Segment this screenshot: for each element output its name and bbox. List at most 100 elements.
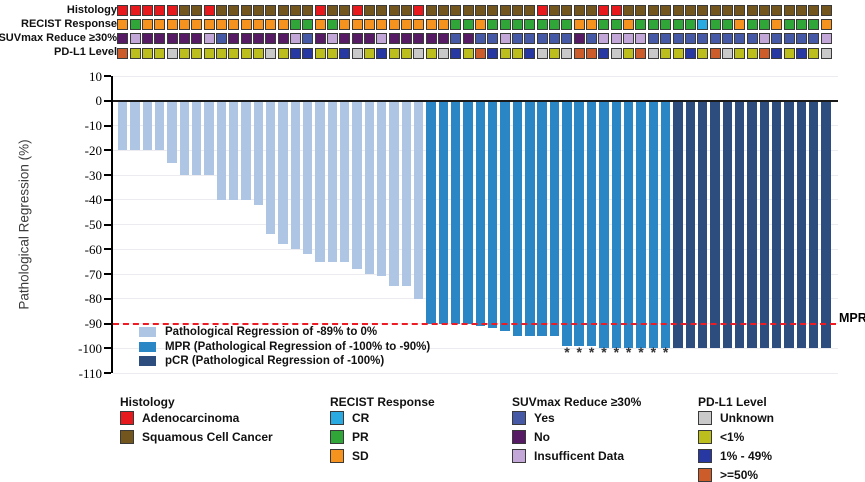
legend-item: SD xyxy=(330,449,369,463)
asterisk-marker: * xyxy=(564,344,570,360)
track-cell-histology xyxy=(795,5,807,16)
legend-item: No xyxy=(512,430,550,444)
track-cell-histology xyxy=(314,5,326,16)
y-axis-tick xyxy=(104,174,111,176)
regression-bar xyxy=(562,100,572,346)
track-cell-suvmax xyxy=(549,33,561,45)
legend-item-label: 1% - 49% xyxy=(720,449,773,463)
track-cell-pdl1 xyxy=(549,47,561,59)
track-cell-recist xyxy=(289,19,301,31)
track-cell-suvmax xyxy=(191,33,203,45)
track-cell-suvmax xyxy=(536,33,548,45)
track-cell-suvmax xyxy=(166,33,178,45)
track-cell-suvmax xyxy=(203,33,215,45)
track-cell-suvmax xyxy=(265,33,277,45)
track-cell-histology xyxy=(191,5,203,16)
track-cell-histology xyxy=(178,5,190,16)
track-cell-pdl1 xyxy=(697,47,709,59)
track-cell-pdl1 xyxy=(475,47,487,59)
track-cell-suvmax xyxy=(623,33,635,45)
legend-item-label: Adenocarcinoma xyxy=(142,411,240,425)
track-cell-recist xyxy=(166,19,178,31)
regression-bar xyxy=(278,100,288,245)
track-cell-histology xyxy=(623,5,635,16)
legend-item: Insufficent Data xyxy=(512,449,624,463)
track-cell-histology xyxy=(141,5,153,16)
track-cell-recist xyxy=(117,19,129,31)
gridline xyxy=(113,174,838,176)
track-cell-recist xyxy=(401,19,413,31)
track-cell-pdl1 xyxy=(499,47,511,59)
y-axis-tick xyxy=(104,297,111,300)
track-cell-recist xyxy=(672,19,684,31)
track-cell-histology xyxy=(487,5,499,16)
track-cell-pdl1 xyxy=(561,47,573,59)
track-cell-suvmax xyxy=(783,33,795,45)
track-cell-recist xyxy=(326,19,338,31)
regression-bar xyxy=(327,100,338,262)
track-cell-histology xyxy=(364,5,375,16)
track-cell-pdl1 xyxy=(388,47,400,59)
legend-swatch xyxy=(698,449,712,463)
y-axis-tick xyxy=(104,198,111,201)
track-cell-histology xyxy=(277,5,289,16)
chart-legend-label: MPR (Pathological Regression of -100% to… xyxy=(165,340,431,353)
track-cell-recist xyxy=(215,19,227,31)
track-cell-recist xyxy=(425,19,437,31)
track-cell-pdl1 xyxy=(623,47,635,59)
track-cell-suvmax xyxy=(610,33,622,45)
track-cell-histology xyxy=(598,5,610,16)
track-cell-pdl1 xyxy=(265,47,277,59)
track-cell-histology xyxy=(499,5,511,16)
track-cell-recist xyxy=(536,19,548,31)
track-cell-histology xyxy=(413,5,425,16)
track-cell-suvmax xyxy=(709,33,721,45)
track-cell-suvmax xyxy=(561,33,573,45)
track-cell-pdl1 xyxy=(203,47,215,59)
track-cell-suvmax xyxy=(660,33,672,45)
track-cell-suvmax xyxy=(808,33,820,45)
track-cell-suvmax xyxy=(475,33,487,45)
track-cell-histology xyxy=(388,5,400,16)
track-cell-recist xyxy=(475,19,487,31)
track-cell-histology xyxy=(512,5,524,16)
regression-bar xyxy=(599,100,609,349)
track-cell-histology xyxy=(302,5,314,16)
regression-bar xyxy=(586,100,597,346)
regression-bar xyxy=(216,100,226,200)
y-axis-tick xyxy=(104,273,111,275)
track-cell-histology xyxy=(524,5,536,16)
asterisk-marker: * xyxy=(576,344,582,360)
track-cell-pdl1 xyxy=(215,47,227,59)
regression-bar xyxy=(796,100,806,349)
asterisk-marker: * xyxy=(650,344,657,360)
legend-swatch xyxy=(698,411,712,425)
regression-bar xyxy=(512,100,523,336)
track-cell-pdl1 xyxy=(610,47,622,59)
regression-bar xyxy=(710,100,720,349)
track-cell-recist xyxy=(573,19,585,31)
regression-bar xyxy=(747,100,757,349)
track-cell-histology xyxy=(697,5,709,16)
track-cell-recist xyxy=(647,19,659,31)
track-cell-recist xyxy=(252,19,264,31)
regression-bar xyxy=(759,100,769,349)
track-cell-histology xyxy=(672,5,684,16)
y-axis-tick xyxy=(104,99,111,102)
y-axis-tick xyxy=(104,124,111,127)
regression-bar xyxy=(179,100,189,175)
track-cell-suvmax xyxy=(734,33,746,45)
y-axis-tick-label: -80 xyxy=(84,291,102,307)
track-cell-pdl1 xyxy=(166,47,178,59)
track-cell-histology xyxy=(734,5,746,16)
regression-bar xyxy=(438,100,449,324)
track-cell-suvmax xyxy=(746,33,758,45)
asterisk-marker: * xyxy=(613,344,620,360)
y-axis-tick-label: -110 xyxy=(78,365,102,381)
regression-bar xyxy=(191,100,202,175)
legend-swatch xyxy=(512,449,526,463)
track-cell-suvmax xyxy=(672,33,684,45)
regression-bar xyxy=(636,100,646,349)
track-cell-histology xyxy=(203,5,215,16)
y-axis-title: Pathological Regression (%) xyxy=(16,139,32,310)
